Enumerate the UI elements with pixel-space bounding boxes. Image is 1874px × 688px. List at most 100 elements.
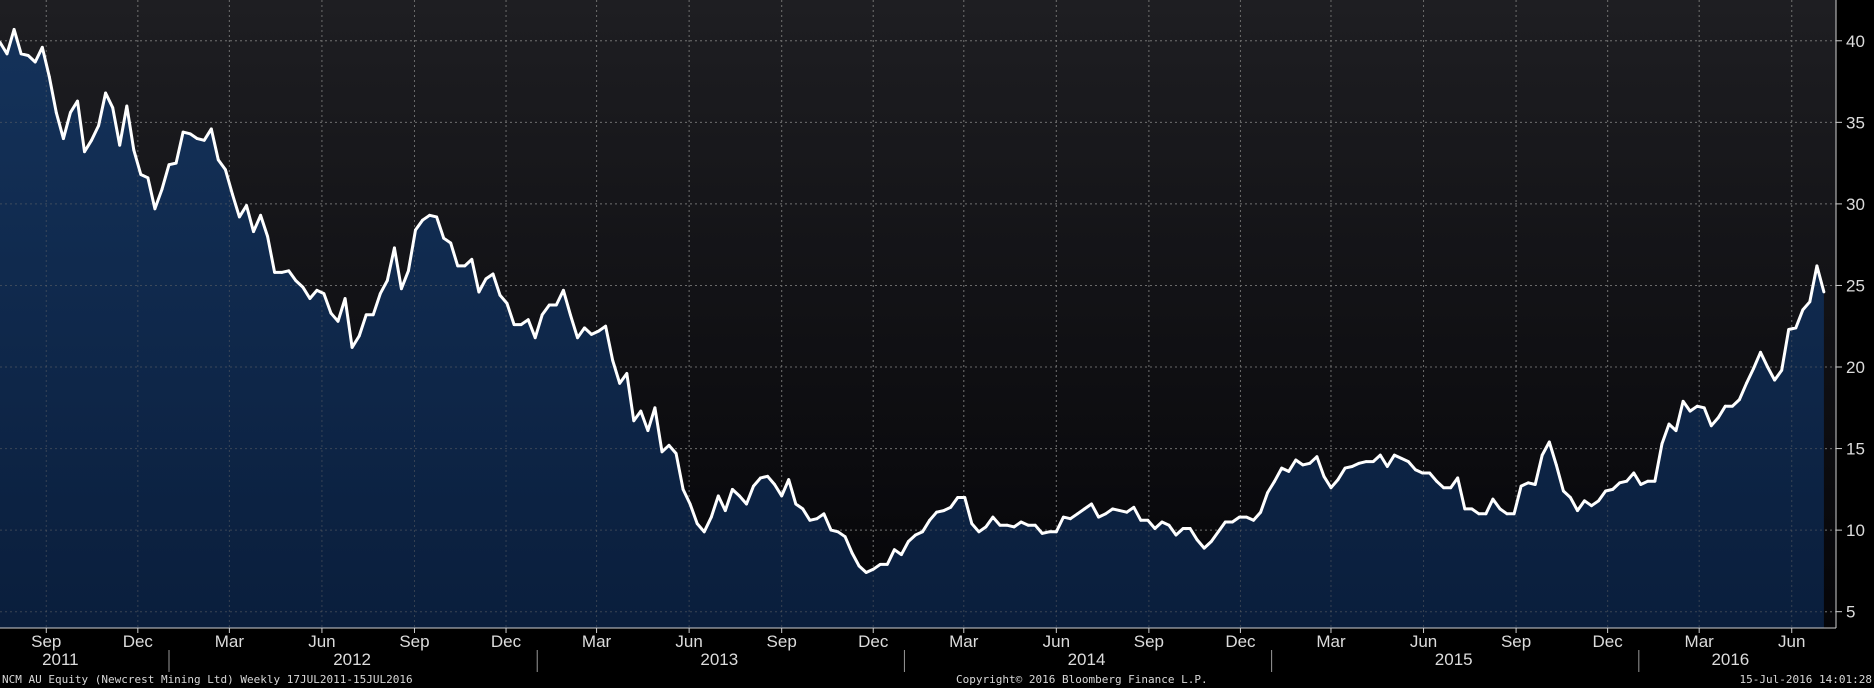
data-point [639, 409, 643, 413]
data-point [174, 161, 178, 165]
data-point [1238, 515, 1241, 519]
data-point [1822, 290, 1826, 294]
data-point [1090, 502, 1093, 506]
data-point [301, 285, 305, 289]
x-tick-label: Sep [767, 632, 797, 651]
data-point [26, 54, 30, 57]
data-point [1688, 409, 1692, 413]
data-point [871, 567, 875, 571]
data-point [1188, 527, 1192, 530]
data-point [723, 509, 727, 512]
data-point [252, 230, 255, 234]
data-point [1738, 398, 1741, 401]
data-point [752, 484, 755, 488]
data-point [167, 163, 171, 167]
data-point [442, 236, 446, 240]
data-point [477, 290, 481, 294]
data-point [829, 528, 833, 532]
data-point [83, 150, 86, 154]
data-point [611, 359, 615, 362]
data-point [1266, 491, 1269, 494]
data-point [484, 277, 488, 281]
x-tick-label: Jun [1043, 632, 1070, 651]
data-point [1414, 468, 1417, 472]
data-point [1512, 512, 1516, 516]
data-point [1273, 479, 1276, 483]
data-point [1357, 461, 1361, 465]
data-point [287, 269, 291, 273]
data-point [1667, 422, 1671, 426]
data-point [787, 478, 791, 481]
year-label: 2012 [333, 650, 371, 669]
data-point [667, 443, 671, 447]
data-point [1132, 505, 1136, 509]
data-point [625, 372, 629, 375]
data-point [907, 540, 910, 543]
data-point [1195, 538, 1199, 542]
data-point [322, 292, 326, 295]
data-point [1322, 474, 1326, 478]
data-point [1033, 523, 1037, 527]
data-point [949, 505, 953, 509]
data-point [336, 319, 340, 323]
data-point [1160, 520, 1164, 524]
data-point [1125, 510, 1129, 514]
data-point [1759, 350, 1762, 354]
chart-footer: NCM AU Equity (Newcrest Mining Ltd) Week… [0, 672, 1874, 688]
data-point [202, 138, 206, 142]
data-point [1259, 510, 1262, 514]
data-point [245, 204, 248, 207]
data-point [1026, 523, 1030, 527]
data-point [1400, 457, 1403, 460]
data-point [125, 104, 129, 108]
data-point [900, 553, 903, 556]
data-point [428, 213, 431, 217]
data-point [315, 288, 319, 292]
data-point [773, 483, 776, 486]
data-point [414, 228, 417, 232]
data-point [1153, 527, 1157, 530]
data-point [231, 192, 234, 196]
x-tick-label: Mar [582, 632, 612, 651]
data-point [963, 496, 967, 499]
data-point [146, 176, 150, 180]
data-point [385, 279, 389, 282]
x-tick-label: Jun [1410, 632, 1437, 651]
data-point [991, 515, 995, 519]
data-point [273, 271, 276, 274]
data-point [1731, 404, 1734, 408]
data-point [1083, 507, 1086, 511]
data-point [526, 318, 530, 322]
data-point [569, 313, 572, 317]
data-point [794, 502, 798, 506]
data-point [885, 563, 889, 566]
data-point [583, 326, 586, 330]
data-point [1040, 532, 1044, 535]
data-point [54, 111, 58, 114]
data-point [956, 496, 960, 499]
y-tick-label: 10 [1846, 521, 1865, 540]
data-point [195, 137, 199, 141]
data-point [808, 518, 812, 522]
data-point [1231, 520, 1234, 524]
data-point [914, 533, 917, 537]
data-point [1216, 530, 1220, 534]
data-point [1562, 489, 1565, 493]
data-point [1702, 406, 1706, 410]
data-point [343, 297, 347, 300]
data-point [857, 564, 861, 568]
data-point [1780, 368, 1784, 372]
data-point [688, 502, 692, 506]
data-point [984, 525, 988, 529]
data-point [1336, 478, 1340, 481]
data-point [1484, 512, 1488, 516]
x-tick-label: Dec [1225, 632, 1256, 651]
data-point [1576, 509, 1579, 512]
data-point [1350, 465, 1354, 468]
data-point [998, 523, 1002, 527]
year-label: 2015 [1435, 650, 1473, 669]
data-point [1421, 471, 1424, 475]
data-point [308, 297, 312, 300]
data-point [766, 474, 769, 478]
